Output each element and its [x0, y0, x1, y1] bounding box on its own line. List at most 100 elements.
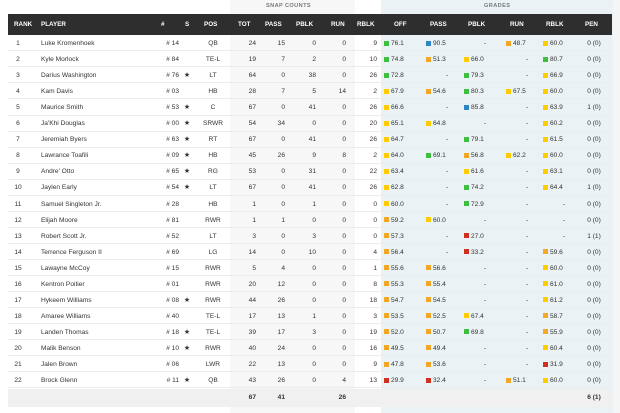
grade-run: -	[526, 248, 529, 256]
grade-off: 29.9	[384, 373, 404, 388]
grade-color-icon	[384, 361, 389, 367]
player-name[interactable]: Hykeem Williams	[41, 296, 92, 304]
player-name[interactable]: Amaree Williams	[41, 312, 91, 320]
header-number[interactable]: #	[161, 21, 165, 28]
header-position[interactable]: POS	[204, 21, 218, 28]
grade-run: -	[526, 120, 529, 128]
grade-value: 53.5	[391, 312, 404, 320]
grade-off: 47.8	[384, 357, 404, 372]
snaps-pblk: 9	[312, 152, 316, 160]
player-name[interactable]: Robert Scott Jr.	[41, 232, 87, 240]
grade-color-icon	[543, 104, 548, 110]
player-name[interactable]: Elijah Moore	[41, 216, 78, 224]
table-row: 19 Landen Thomas # 18 ★ TE-L 39 17 3 0 19 52.0 50.7…	[8, 325, 612, 341]
rank-cell: 7	[16, 136, 20, 144]
header-rblk-grade[interactable]: RBLK	[546, 21, 564, 28]
player-name[interactable]: Jalen Brown	[41, 361, 78, 368]
player-name[interactable]: Darius Washington	[41, 72, 97, 80]
snaps-pass: 0	[281, 184, 285, 192]
player-name[interactable]: Kentron Poitier	[41, 280, 85, 288]
grade-pass: 56.6	[426, 261, 446, 276]
rank-cell: 12	[14, 216, 22, 224]
penalties-cell: 0 (0)	[587, 200, 601, 208]
penalties-cell: 0 (0)	[587, 216, 601, 224]
grade-value: 62.2	[513, 152, 526, 160]
starter-star-icon: ★	[183, 104, 191, 112]
player-name[interactable]: Jaylen Early	[41, 184, 77, 192]
header-run-grade[interactable]: RUN	[510, 21, 524, 28]
grade-value: 59.6	[550, 248, 563, 256]
snaps-run: 0	[342, 248, 346, 256]
position-cell: RT	[208, 136, 218, 144]
starter-star-icon	[181, 213, 193, 228]
grade-pblk: 27.0	[464, 229, 484, 244]
grade-value: 76.1	[391, 40, 404, 47]
player-name[interactable]: Lawrance Toafili	[41, 152, 89, 160]
player-name[interactable]: Andre' Otto	[41, 168, 75, 176]
header-pass-snaps[interactable]: PASS	[265, 21, 282, 28]
header-pass-grade[interactable]: PASS	[430, 21, 447, 28]
rank-cell: 2	[16, 56, 20, 64]
grade-off: 64.7	[384, 132, 404, 147]
header-run-snaps[interactable]: RUN	[331, 21, 345, 28]
header-rank[interactable]: RANK	[14, 21, 33, 28]
snaps-total: 28	[248, 88, 256, 96]
position-cell: RWR	[205, 296, 221, 304]
header-player[interactable]: PLAYER	[41, 21, 66, 28]
player-name[interactable]: Kam Davis	[41, 88, 73, 96]
player-name[interactable]: Jeremiah Byers	[41, 136, 87, 144]
grade-off: 66.6	[384, 100, 404, 115]
player-name[interactable]: Brock Glenn	[41, 377, 78, 385]
header-pblk-grade[interactable]: PBLK	[468, 21, 486, 28]
snaps-total: 64	[248, 72, 256, 80]
grade-rblk: 61.0	[543, 277, 563, 292]
header-starter[interactable]: S	[185, 21, 190, 28]
grade-value: 56.8	[471, 152, 484, 160]
player-name[interactable]: Malik Benson	[41, 344, 81, 352]
header-penalties[interactable]: PEN	[585, 21, 598, 28]
position-cell: LWR	[205, 361, 221, 368]
grade-value: 57.3	[391, 232, 404, 240]
penalties-cell: 0 (0)	[587, 72, 601, 80]
header-total-snaps[interactable]: TOT	[238, 21, 251, 28]
grade-color-icon	[426, 120, 431, 126]
grade-value: 63.9	[550, 104, 563, 112]
snaps-pass: 0	[281, 136, 285, 144]
grade-rblk: -	[563, 216, 566, 224]
header-rblk-snaps[interactable]: RBLK	[357, 21, 375, 28]
player-name[interactable]: Luke Kromenhoek	[41, 40, 95, 47]
table-row: 16 Kentron Poitier # 01 RWR 20 12 0 0 8 55.3 55.4 -…	[8, 277, 612, 293]
player-name[interactable]: Kyle Morlock	[41, 56, 79, 64]
grade-pass: 54.5	[426, 293, 446, 308]
grade-pass: -	[446, 184, 449, 192]
snaps-rblk: 18	[369, 296, 377, 304]
grade-pblk: 33.2	[464, 245, 484, 260]
player-name[interactable]: Ja'Khi Douglas	[41, 120, 85, 128]
player-name[interactable]: Landen Thomas	[41, 328, 89, 336]
snaps-rblk: 3	[373, 312, 377, 320]
grade-value: 51.1	[513, 377, 526, 385]
header-pblk-snaps[interactable]: PBLK	[296, 21, 314, 28]
jersey-number: # 00	[166, 120, 179, 128]
grade-run: -	[526, 296, 529, 304]
snaps-total: 67	[248, 136, 256, 144]
grade-off: 59.2	[384, 213, 404, 228]
player-name[interactable]: Maurice Smith	[41, 104, 84, 112]
grade-value: 72.9	[471, 200, 484, 208]
grade-pass: 50.7	[426, 325, 446, 340]
player-name[interactable]: Lawayne McCoy	[41, 264, 90, 272]
starter-star-icon	[181, 197, 193, 212]
player-name[interactable]: Samuel Singleton Jr.	[41, 200, 102, 208]
grade-value: 66.6	[391, 104, 404, 112]
grade-color-icon	[464, 329, 469, 335]
player-name[interactable]: Terrence Ferguson II	[41, 248, 102, 256]
header-off-grade[interactable]: OFF	[394, 21, 407, 28]
snaps-rblk: 19	[369, 328, 377, 336]
grade-color-icon	[426, 152, 431, 158]
grade-color-icon	[384, 297, 389, 303]
grade-pass: 54.6	[426, 84, 446, 99]
penalties-cell: 0 (0)	[587, 120, 601, 128]
snaps-pblk: 10	[308, 248, 316, 256]
grade-color-icon	[506, 377, 511, 383]
grade-color-icon	[426, 345, 431, 351]
